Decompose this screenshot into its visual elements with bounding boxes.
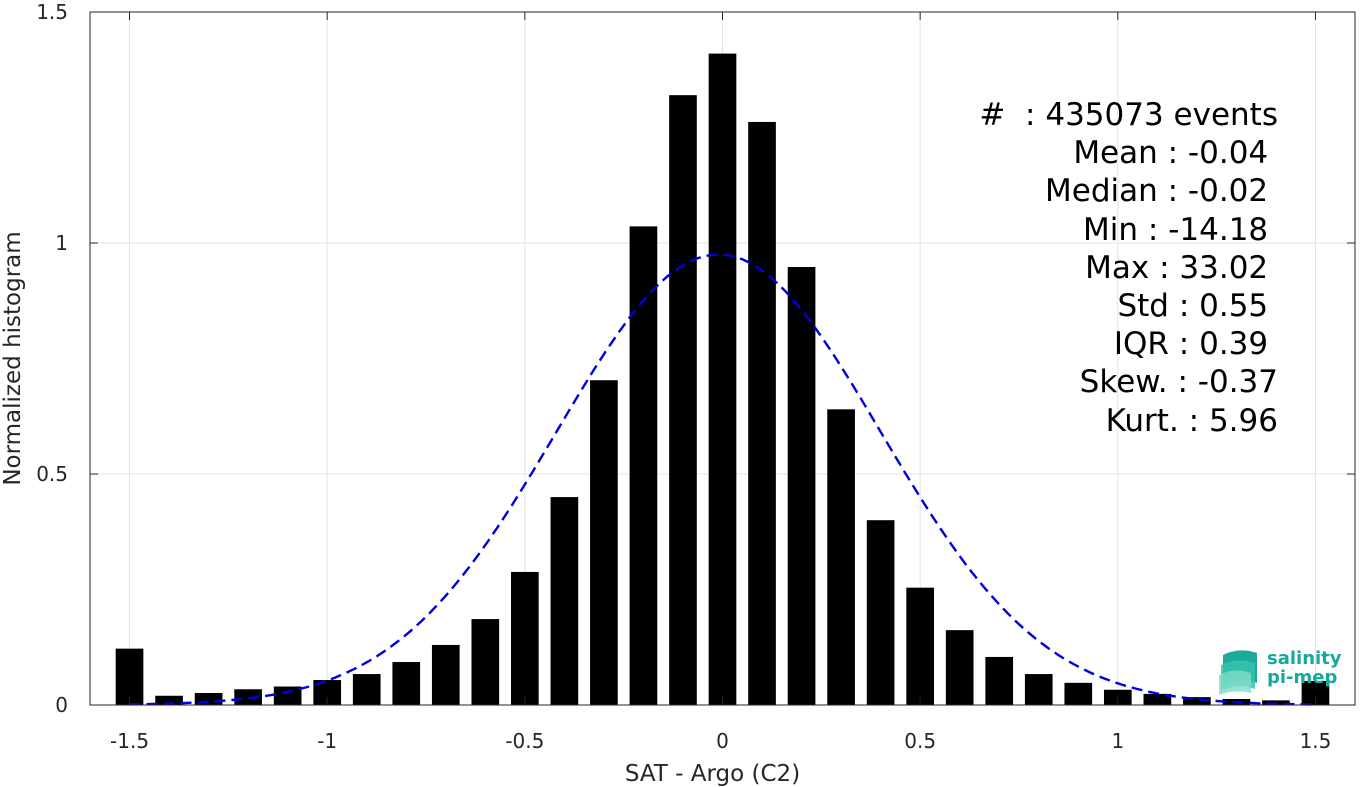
y-tick-label: 0 [55, 693, 68, 717]
y-tick-label: 1.5 [36, 0, 68, 24]
stat-line: Kurt. : 5.96 [1105, 402, 1278, 439]
histogram-bar [1183, 697, 1211, 705]
salinity-pimep-logo: salinity pi-mep [1217, 645, 1347, 695]
stat-line: Std : 0.55 [1117, 288, 1278, 325]
wave-logo-icon [1219, 650, 1257, 695]
histogram-bar [787, 267, 816, 705]
histogram-bar [273, 686, 302, 705]
histogram-bar [115, 648, 144, 705]
normal-fit-curve [129, 253, 1316, 706]
histogram-bar [866, 520, 895, 705]
histogram-bar [945, 630, 974, 705]
histogram-bar [431, 644, 460, 705]
histogram-bar [155, 695, 183, 705]
stat-line: Median : -0.02 [1045, 173, 1278, 210]
histogram-bar [985, 656, 1014, 705]
histogram-bar [352, 674, 381, 705]
stat-line: IQR : 0.39 [1113, 326, 1278, 363]
x-tick-label: 1.5 [1300, 729, 1332, 753]
x-tick-label: -0.5 [505, 729, 544, 753]
stat-line: Max : 33.02 [1085, 249, 1278, 286]
histogram-bar [471, 619, 500, 705]
histogram-bar [906, 587, 934, 705]
histogram-bar [392, 662, 421, 705]
histogram-bar [590, 380, 618, 705]
histogram-bar [234, 689, 262, 705]
x-tick-label: -1 [317, 729, 337, 753]
x-tick-label: 0 [716, 729, 729, 753]
logo-line-1: salinity [1267, 648, 1342, 669]
stats-box: # : 435073 events Mean : -0.04 Median : -… [900, 96, 1278, 440]
ticks: -1.5 -1 -0.5 0 0.5 1 1.5 0 0.5 1 1.5 [36, 0, 1355, 753]
y-tick-label: 0.5 [36, 462, 68, 486]
stat-line: Min : -14.18 [1083, 211, 1278, 248]
histogram-bar [827, 409, 855, 705]
bars [115, 53, 1330, 706]
histogram-bar [748, 121, 776, 706]
x-axis-label: SAT - Argo (C2) [625, 761, 800, 787]
histogram-bar [1064, 682, 1093, 705]
stat-line: Mean : -0.04 [1073, 135, 1278, 172]
histogram-bar [669, 95, 697, 705]
histogram-bar [550, 497, 579, 705]
stat-line: Skew. : -0.37 [1079, 364, 1278, 401]
histogram-bar [1143, 693, 1172, 705]
y-tick-label: 1 [55, 231, 68, 255]
x-tick-label: 1 [1111, 729, 1124, 753]
histogram-bar [629, 226, 658, 706]
logo-line-2: pi-mep [1267, 667, 1338, 688]
x-tick-label: -1.5 [110, 729, 149, 753]
stat-line: # : 435073 events [979, 97, 1278, 133]
y-axis-label: Normalized histogram [0, 231, 26, 485]
histogram-bar [511, 571, 539, 705]
histogram-bar [708, 53, 737, 705]
x-tick-label: 0.5 [904, 729, 936, 753]
histogram-bar [1024, 674, 1053, 705]
